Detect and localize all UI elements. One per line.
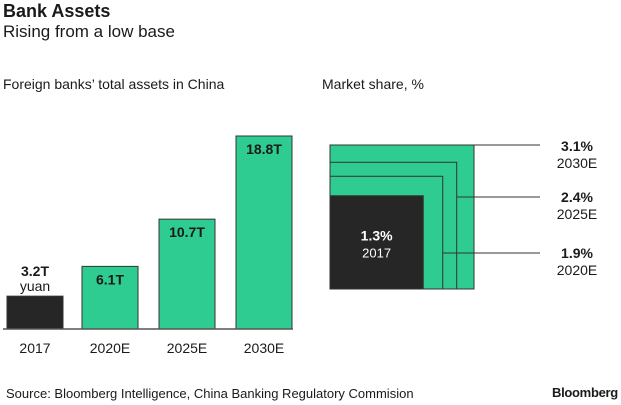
- x-tick-label: 2017: [19, 340, 50, 356]
- bloomberg-logo: Bloomberg: [552, 385, 618, 400]
- x-tick-label: 2030E: [244, 340, 284, 356]
- share-value-label: 1.3%: [361, 227, 393, 243]
- share-year-label: 2020E: [557, 262, 597, 278]
- bar-value-label: 6.1T: [96, 271, 124, 287]
- bar-value-label: 18.8T: [246, 141, 282, 157]
- bar-2025E: [158, 218, 216, 330]
- share-year-label: 2017: [362, 245, 391, 260]
- bar-2030E: [235, 135, 293, 330]
- share-year-label: 2025E: [557, 206, 597, 222]
- chart-subtitle: Rising from a low base: [3, 22, 175, 41]
- x-tick-label: 2020E: [90, 340, 130, 356]
- share-value-label: 3.1%: [561, 138, 593, 154]
- bar-value-label: 3.2T: [21, 263, 49, 279]
- share-chart-title: Market share, %: [322, 76, 424, 92]
- chart-title: Bank Assets: [3, 1, 111, 21]
- share-value-label: 2.4%: [561, 189, 593, 205]
- source-note: Source: Bloomberg Intelligence, China Ba…: [6, 386, 414, 401]
- share-square-2017: [329, 195, 424, 290]
- bar-chart-title: Foreign banks’ total assets in China: [3, 76, 225, 92]
- bar-value-label: 10.7T: [169, 224, 205, 240]
- share-year-label: 2030E: [557, 155, 597, 171]
- bar-2020E: [81, 265, 139, 330]
- bar-2017: [6, 295, 64, 330]
- x-tick-label: 2025E: [167, 340, 207, 356]
- bar-unit-label: yuan: [20, 278, 50, 294]
- share-value-label: 1.9%: [561, 245, 593, 261]
